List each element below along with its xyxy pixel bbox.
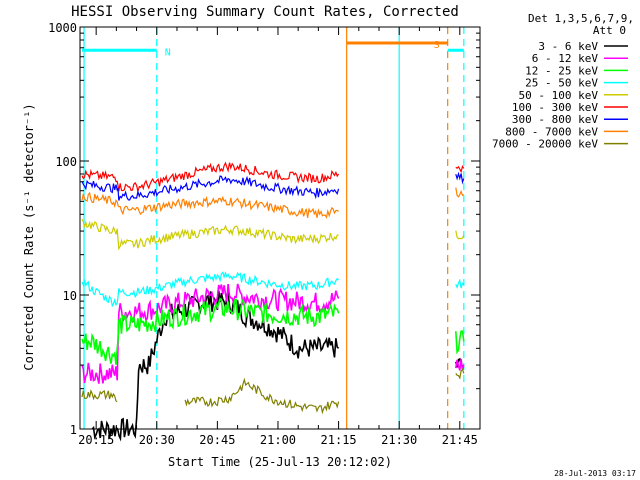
legend-label: 100 - 300 keV (512, 101, 598, 114)
series-line (81, 175, 340, 201)
legend-label: 50 - 100 keV (519, 89, 599, 102)
plot-frame (79, 26, 481, 430)
series-line (81, 297, 340, 365)
legend-label: 800 - 7000 keV (505, 125, 598, 138)
legend-label: 25 - 50 keV (525, 77, 598, 90)
legend-label: 7000 - 20000 keV (492, 138, 598, 151)
y-tick-label: 1000 (48, 21, 77, 35)
series-line (455, 171, 465, 185)
x-tick-label: 21:30 (381, 433, 417, 447)
series-line (81, 271, 339, 308)
x-tick-label: 21:45 (442, 433, 478, 447)
series-line (184, 377, 340, 415)
y-tick-label: 10 (63, 289, 77, 303)
y-tick-label: 100 (55, 155, 77, 169)
x-tick-label: 20:30 (139, 433, 175, 447)
series-line (91, 290, 340, 442)
legend-label: 12 - 25 keV (525, 64, 598, 77)
series-line (455, 230, 465, 240)
legend-header-line-2: Att 0 (593, 24, 626, 37)
plot-area: NS (81, 27, 465, 442)
legend-label: 3 - 6 keV (538, 40, 598, 53)
series-line (455, 164, 465, 174)
chart-title: HESSI Observing Summary Count Rates, Cor… (71, 4, 459, 20)
flag-label: S (434, 40, 440, 51)
plot-timestamp: 28-Jul-2013 03:17 (554, 469, 636, 478)
flag-label: N (165, 47, 171, 58)
x-tick-label: 20:45 (199, 433, 235, 447)
x-tick-label: 21:00 (260, 433, 296, 447)
series-line (455, 278, 465, 290)
series-line (455, 330, 465, 355)
legend-header-line-1: Det 1,3,5,6,7,9, (528, 12, 634, 25)
x-tick-label: 21:15 (321, 433, 357, 447)
series-line (81, 191, 339, 219)
series-line (455, 187, 465, 198)
series-line (81, 161, 340, 194)
x-axis-label: Start Time (25-Jul-13 20:12:02) (168, 455, 392, 469)
y-axis-label: Corrected Count Rate (s⁻¹ detector⁻¹) (22, 103, 36, 370)
y-tick-label: 1 (70, 423, 77, 437)
series-line (81, 389, 118, 403)
x-tick-label: 20:15 (78, 433, 114, 447)
legend-label: 6 - 12 keV (532, 52, 599, 65)
series-line (455, 367, 465, 380)
legend-label: 300 - 800 keV (512, 113, 598, 126)
series-line (81, 218, 339, 251)
